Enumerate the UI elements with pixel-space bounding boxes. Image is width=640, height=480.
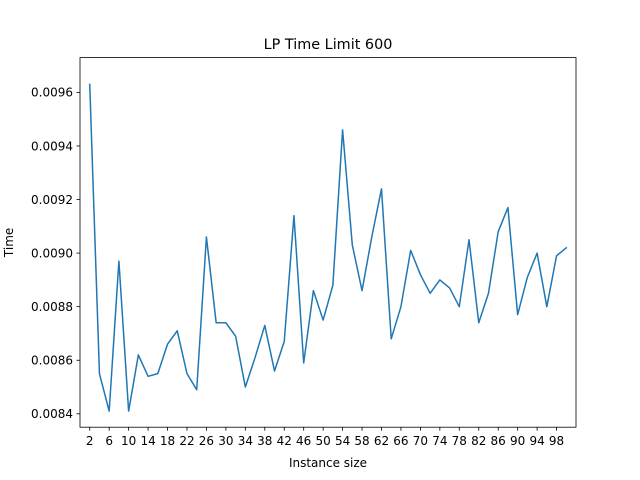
x-tick-label: 82 xyxy=(471,434,486,448)
x-tick-label: 70 xyxy=(413,434,428,448)
x-tick-label: 22 xyxy=(179,434,194,448)
x-tick-label: 6 xyxy=(105,434,113,448)
x-tick-label: 98 xyxy=(549,434,564,448)
y-tick-label: 0.0088 xyxy=(31,300,73,314)
x-tick-label: 54 xyxy=(335,434,350,448)
x-tick-label: 10 xyxy=(121,434,136,448)
x-tick-label: 42 xyxy=(277,434,292,448)
x-tick-label: 14 xyxy=(140,434,155,448)
y-axis-title: Time xyxy=(2,228,16,258)
x-tick-label: 30 xyxy=(218,434,233,448)
x-tick-label: 46 xyxy=(296,434,311,448)
x-tick-label: 2 xyxy=(86,434,94,448)
y-tick-label: 0.0094 xyxy=(31,139,73,153)
x-tick-label: 26 xyxy=(199,434,214,448)
y-tick-label: 0.0092 xyxy=(31,193,73,207)
y-tick-label: 0.0090 xyxy=(31,246,73,260)
x-tick-label: 62 xyxy=(374,434,389,448)
x-tick-label: 78 xyxy=(452,434,467,448)
chart-title: LP Time Limit 600 xyxy=(264,37,393,53)
series-line xyxy=(88,83,568,412)
x-tick-label: 58 xyxy=(354,434,369,448)
x-tick-label: 50 xyxy=(315,434,330,448)
x-axis: 2 6 10 14 18 22 26 30 34 38 42 46 50 54 58 62 66 70 74 78 82… xyxy=(86,427,564,448)
x-tick-label: 66 xyxy=(393,434,408,448)
y-tick-label: 0.0084 xyxy=(31,407,73,421)
x-axis-title: Instance size xyxy=(289,456,367,470)
x-tick-label: 18 xyxy=(160,434,175,448)
x-tick-label: 34 xyxy=(238,434,253,448)
y-axis: 0.0084 0.0086 0.0088 0.0090 0.0092 0.0094 0.00… xyxy=(31,86,80,421)
x-tick-label: 38 xyxy=(257,434,272,448)
axes-frame xyxy=(79,57,577,428)
x-tick-label: 86 xyxy=(491,434,506,448)
x-tick-label: 90 xyxy=(510,434,525,448)
y-tick-label: 0.0086 xyxy=(31,354,73,368)
x-tick-label: 74 xyxy=(432,434,447,448)
x-tick-label: 94 xyxy=(529,434,544,448)
y-tick-label: 0.0096 xyxy=(31,86,73,100)
